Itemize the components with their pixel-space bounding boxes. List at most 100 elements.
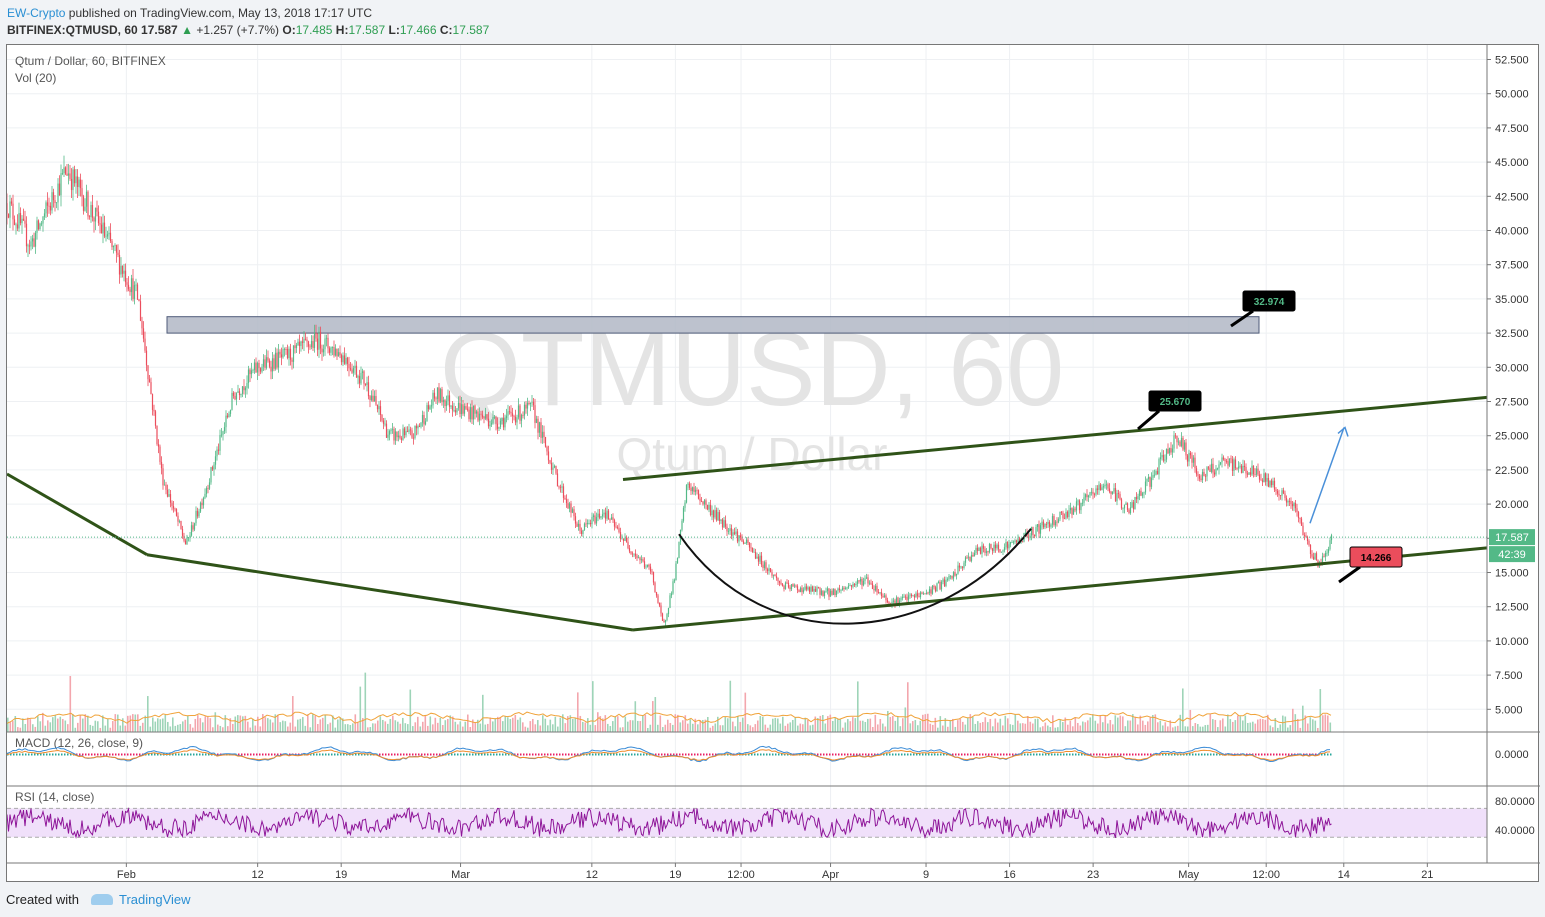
candle-body	[31, 238, 34, 242]
candle	[1279, 494, 1282, 500]
candle-body	[685, 484, 688, 503]
candle	[334, 344, 337, 357]
candle	[153, 404, 155, 416]
candle-body	[235, 392, 238, 400]
candle-body	[1131, 502, 1133, 508]
candle	[1218, 460, 1220, 475]
candle-body	[486, 414, 488, 419]
candle-body	[1003, 547, 1006, 551]
candle-body	[724, 520, 727, 527]
candle-body	[1063, 518, 1066, 520]
candle-body	[325, 337, 328, 339]
candle	[247, 365, 250, 389]
candle	[372, 388, 374, 403]
candle	[1231, 456, 1234, 477]
candle-body	[7, 203, 8, 214]
volume-bar	[14, 715, 17, 732]
candle	[60, 164, 62, 207]
macd-histogram-bar	[187, 753, 189, 756]
candle-body	[193, 523, 196, 530]
candle-body	[175, 509, 178, 516]
candle-body	[150, 382, 152, 395]
price-tick-label: 50.000	[1495, 89, 1529, 101]
volume-bar	[1209, 713, 1212, 732]
candle	[288, 346, 290, 366]
candle	[1326, 548, 1328, 557]
macd-histogram-bar	[28, 753, 30, 756]
candle	[961, 566, 964, 571]
candle-body	[762, 564, 764, 568]
open-label: O:	[282, 23, 296, 37]
candle-body	[1210, 463, 1213, 472]
candle	[1108, 483, 1111, 494]
candle-body	[234, 395, 236, 400]
candle-body	[196, 510, 199, 517]
candle-body	[984, 548, 986, 553]
volume-bar	[1289, 725, 1292, 732]
candle	[52, 188, 55, 208]
candle-body	[495, 416, 497, 424]
candle-body	[879, 592, 881, 594]
candle-body	[744, 543, 746, 544]
candle-body	[217, 449, 220, 451]
candle	[1002, 549, 1004, 555]
candle	[537, 416, 539, 440]
volume-bar	[262, 714, 264, 732]
chart-frame[interactable]: QTMUSD, 60 Qtum / Dollar 32.974 25.670 14.26…	[6, 44, 1540, 883]
volume-bar	[382, 719, 384, 732]
author-link[interactable]: EW-Crypto	[7, 6, 66, 20]
candle-body	[117, 252, 119, 256]
macd-histogram-bar	[979, 753, 981, 756]
candle	[342, 352, 344, 367]
candle-body	[21, 218, 23, 224]
macd-histogram-bar	[484, 753, 486, 756]
candle	[1201, 469, 1204, 483]
volume-bar	[1297, 718, 1299, 732]
volume-bar	[527, 727, 529, 732]
candle	[565, 494, 568, 508]
candle-body	[1128, 509, 1130, 514]
candle	[1117, 489, 1120, 499]
candle-body	[684, 502, 686, 508]
candle-body	[817, 587, 820, 589]
price-tick-label: 5.000	[1495, 704, 1523, 716]
candle-body	[921, 592, 923, 594]
macd-histogram-bar	[13, 753, 15, 756]
callout-pointer	[1137, 409, 1160, 431]
macd-histogram-bar	[85, 753, 87, 756]
candle-body	[925, 592, 928, 595]
candle	[384, 417, 386, 427]
volume-bar	[919, 720, 922, 732]
candle-body	[229, 409, 232, 414]
volume-bar	[329, 722, 332, 732]
candle	[84, 198, 86, 212]
candle	[273, 354, 275, 372]
candle	[783, 584, 785, 592]
volume-bar	[1147, 721, 1149, 732]
candle	[655, 591, 658, 598]
volume-bar	[284, 721, 287, 732]
candle	[936, 582, 938, 592]
candle-body	[895, 597, 898, 606]
macd-histogram-bar	[823, 753, 825, 756]
candle	[547, 445, 550, 465]
macd-histogram-bar	[1000, 753, 1002, 756]
candle-body	[15, 224, 17, 226]
volume-bar	[427, 725, 429, 732]
price-tick-label: 40.000	[1495, 226, 1529, 238]
tradingview-link[interactable]: TradingView	[119, 892, 191, 907]
volume-bar	[947, 726, 949, 732]
candle	[540, 417, 542, 444]
candle-body	[550, 462, 553, 470]
candle	[597, 509, 599, 522]
candle	[394, 428, 397, 445]
candle-body	[655, 592, 658, 596]
candle	[979, 546, 982, 555]
candle	[576, 521, 578, 527]
candle	[772, 574, 775, 580]
candle-body	[1267, 477, 1270, 487]
candle	[157, 439, 160, 454]
candle	[508, 406, 511, 415]
candle-body	[705, 500, 707, 505]
